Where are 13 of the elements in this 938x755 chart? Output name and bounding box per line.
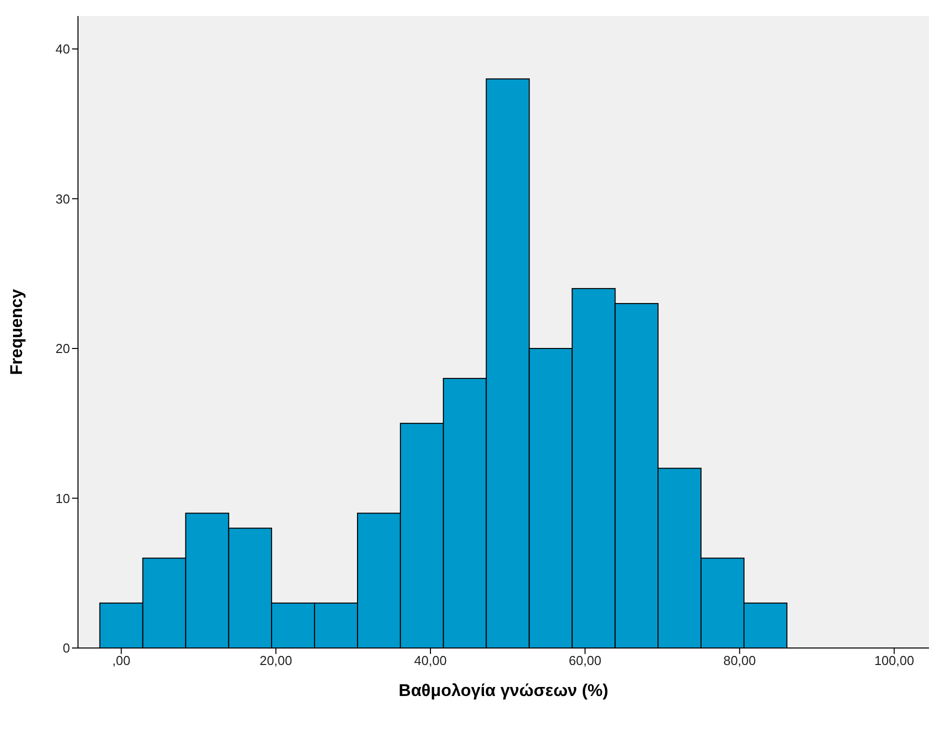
- x-tick-label: 40,00: [414, 653, 447, 668]
- x-tick-label: 20,00: [260, 653, 292, 668]
- x-tick-label: ,00: [112, 653, 130, 668]
- y-axis-title: Frequency: [7, 288, 26, 375]
- y-tick-label: 10: [56, 490, 70, 506]
- x-axis-title: Βαθμολογία γνώσεων (%): [398, 681, 608, 700]
- x-tick-label: 60,00: [568, 653, 602, 668]
- y-tick-label: 40: [56, 42, 70, 57]
- x-tick-label: 100,00: [874, 653, 914, 668]
- x-tick-label: 80,00: [723, 653, 756, 668]
- y-tick-label: 0: [62, 640, 70, 656]
- y-tick-label: 20: [56, 341, 70, 356]
- y-tick-label: 30: [56, 191, 70, 206]
